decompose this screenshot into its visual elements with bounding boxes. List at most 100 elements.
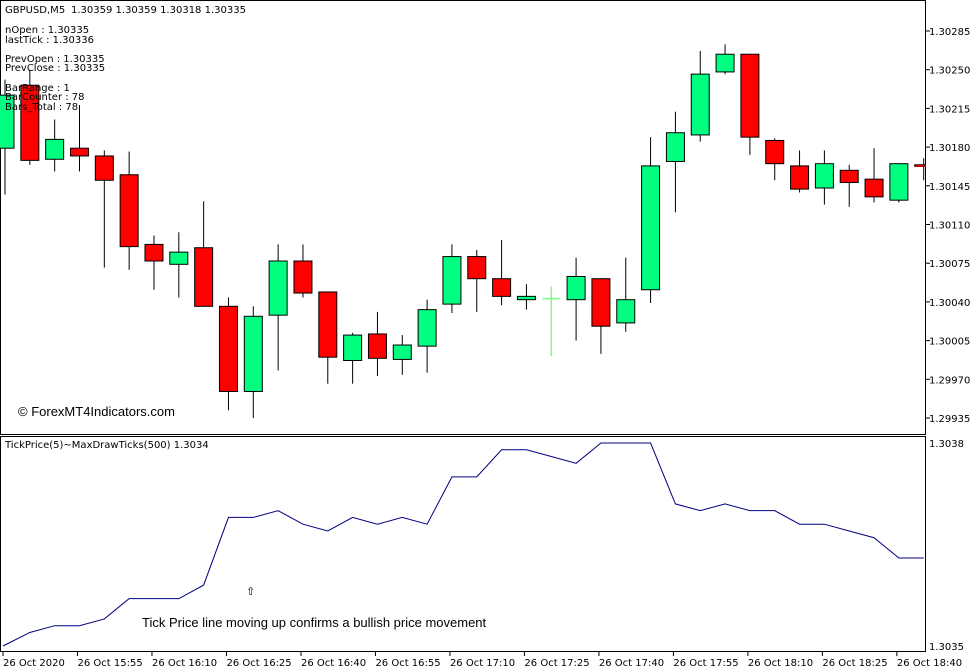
candle [243,306,263,418]
bull-candle-body [417,309,437,347]
time-tick-label: 26 Oct 17:40 [599,658,664,669]
candle [20,69,40,165]
bull-candle-body [0,94,15,149]
candle [343,332,363,384]
bull-candle-body [715,53,735,73]
candle [417,299,437,373]
time-tick-label: 26 Oct 16:10 [152,658,217,669]
bull-candle-body [268,260,288,316]
candle [765,138,785,181]
candle [790,150,810,193]
indicator-tick-label: 1.3035 [929,642,964,653]
time-tick-label: 26 Oct 17:25 [524,658,589,669]
bear-candle-body [765,139,785,165]
price-tick-label: 1.30040 [929,298,970,309]
bear-candle-body [119,174,139,248]
candle [492,239,512,306]
price-tick-label: 1.30110 [929,221,970,232]
info-line: BarCounter : 78 [5,92,85,104]
time-tick-label: 26 Oct 17:10 [450,658,515,669]
candle [318,291,338,384]
info-line: lastTick : 1.30336 [5,34,94,46]
tick-price-series [2,442,924,647]
annotation-arrow: ⇧ [246,585,255,598]
bear-candle-body [367,333,387,359]
candle [690,50,710,142]
price-tick-label: 1.30075 [929,259,970,270]
time-tick-label: 26 Oct 18:10 [748,658,813,669]
time-tick-label: 26 Oct 2020 [3,658,65,669]
bull-candle-body [616,299,636,324]
bear-candle-body [864,178,884,198]
candle [442,244,462,313]
candle [45,119,65,172]
candle [740,53,760,155]
candle [566,257,586,341]
candle [864,148,884,203]
chart-symbol: GBPUSD,M5 [5,5,65,16]
price-tick-label: 1.30005 [929,337,970,348]
bear-candle-body [790,165,810,190]
bear-candle-body [839,169,859,183]
candle [591,278,611,354]
bear-candle-body [591,278,611,327]
price-tick-label: 1.30180 [929,143,970,154]
info-line: PrevOpen : 1.30335 [5,53,105,65]
bear-candle-body [194,247,214,307]
bull-candle-body [566,275,586,301]
bear-candle-body [467,256,487,280]
bull-candle-body [814,163,834,189]
bear-candle-body [144,243,164,262]
candle [367,311,387,376]
info-line: Bars_Total : 78 [5,101,79,113]
price-axis: 1.30285 1.30250 1.30215 1.30180 1.30145 1.301… [916,27,970,425]
price-tick-label: 1.30250 [929,66,970,77]
tick-price-line [2,442,924,647]
watermark: © ForexMT4Indicators.com [18,404,175,419]
bull-candle-body [45,138,65,160]
candle [889,163,909,203]
bear-candle-body [318,291,338,358]
price-tick-label: 1.30285 [929,27,970,38]
time-tick-label: 26 Oct 18:25 [822,658,887,669]
bear-candle-body [740,53,760,138]
candle [542,286,561,357]
bull-candle-body [243,315,263,392]
bear-candle-body [293,260,313,294]
time-tick-label: 26 Oct 16:40 [301,658,366,669]
price-tick-label: 1.29935 [929,414,970,425]
indicator-panel-border [0,436,926,652]
time-tick-label: 26 Oct 17:55 [673,658,738,669]
candle [169,232,189,298]
bear-candle-body [218,305,238,392]
candle [119,151,139,270]
info-line: nOpen : 1.30335 [5,25,90,36]
axis-background [926,0,977,436]
indicator-tick-label: 1.3038 [929,439,964,450]
candle [839,164,859,207]
main-panel-border [0,0,926,435]
bull-candle-body [442,256,462,305]
price-tick-label: 1.30145 [929,182,970,193]
bull-candle-body [392,344,412,360]
candle [392,335,412,375]
bull-candle-body [516,295,536,301]
candle [144,235,164,290]
indicator-label: TickPrice(5)~MaxDrawTicks(500) 1.3034 [4,440,209,451]
info-line: BarRange : 1 [5,82,70,94]
bull-candle-body [889,163,909,201]
bear-candle-body [492,278,512,297]
candle [268,244,288,371]
candle [665,111,685,213]
bull-candle-body [343,334,363,362]
bear-candle-body [69,147,89,157]
annotation-text: Tick Price line moving up confirms a bul… [142,615,487,630]
candle [293,244,313,298]
candle [516,284,536,310]
time-axis: 26 Oct 2020 26 Oct 15:55 26 Oct 16:10 26 Oc… [2,652,962,669]
indicator-axis: 1.3038 1.3035 [929,439,964,653]
price-tick-label: 1.29970 [929,375,970,386]
candle [194,201,214,307]
candle [814,150,834,205]
